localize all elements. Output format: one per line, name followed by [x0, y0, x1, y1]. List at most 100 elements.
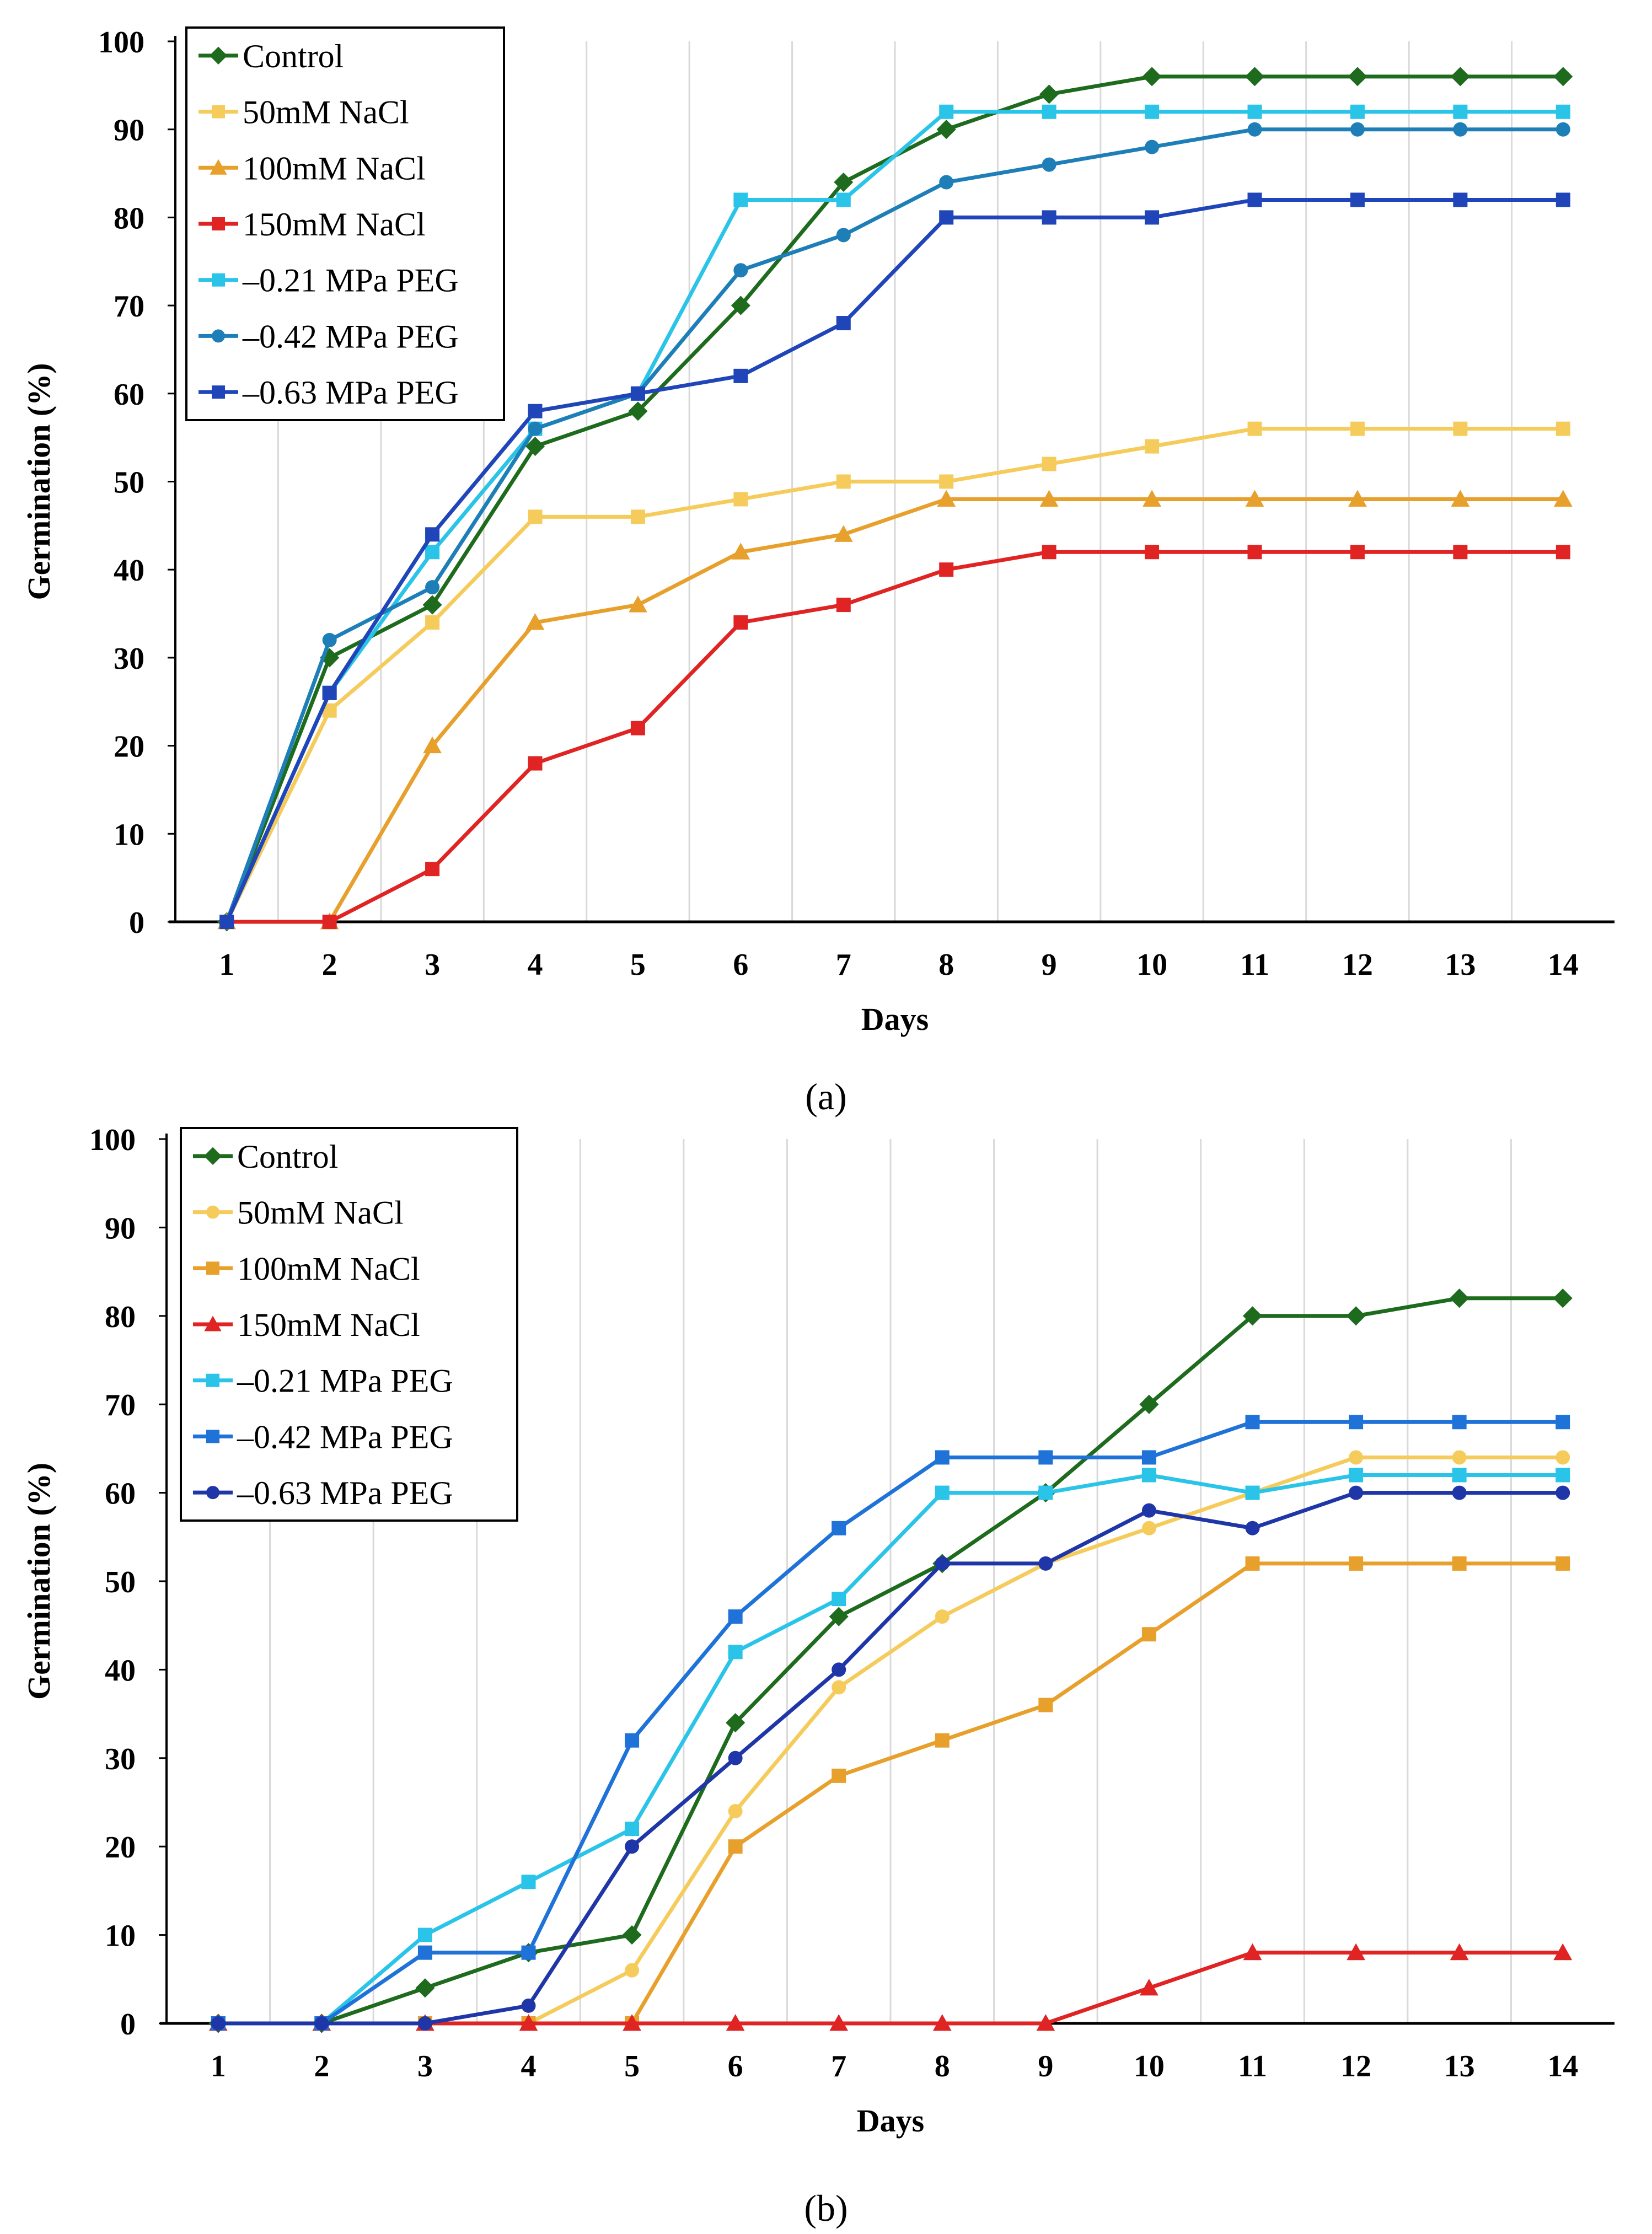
data-point — [1145, 139, 1160, 154]
x-axis-label: Days — [861, 1001, 929, 1037]
legend-swatch-marker — [212, 329, 225, 343]
legend-swatch-marker — [206, 1205, 219, 1219]
data-point — [1556, 192, 1570, 207]
data-point — [836, 598, 851, 613]
y-tick-label: 40 — [105, 1653, 136, 1688]
data-point — [1245, 1556, 1260, 1571]
data-point — [1350, 104, 1365, 119]
data-point — [935, 1609, 950, 1624]
data-point — [417, 1927, 432, 1942]
data-point — [521, 1998, 536, 2013]
x-tick-label: 4 — [521, 2049, 537, 2083]
y-tick-label: 90 — [114, 114, 144, 148]
data-point — [935, 1733, 950, 1748]
data-point — [1452, 1450, 1467, 1465]
data-point — [733, 368, 748, 383]
data-point — [1038, 1556, 1053, 1571]
data-point — [832, 1768, 846, 1783]
data-point — [623, 2014, 641, 2031]
x-axis-label: Days — [857, 2103, 924, 2139]
x-tick-label: 9 — [1042, 948, 1057, 982]
x-tick-label: 5 — [630, 948, 646, 982]
y-tick-label: 10 — [114, 818, 144, 852]
data-point — [625, 1822, 640, 1836]
data-point — [836, 474, 851, 489]
data-point — [1247, 122, 1262, 137]
data-point — [733, 492, 748, 507]
series-line — [225, 197, 1563, 923]
data-point — [1042, 457, 1056, 471]
data-point — [1247, 421, 1262, 436]
data-point — [939, 104, 954, 119]
data-point — [939, 175, 954, 190]
series-line — [218, 1420, 1563, 2026]
x-tick-label: 7 — [831, 2049, 846, 2083]
data-point — [1347, 1943, 1365, 1961]
legend-entry: 50mM NaCl — [237, 1195, 404, 1231]
data-point — [1145, 439, 1160, 454]
data-point — [836, 228, 851, 243]
data-point — [625, 1839, 640, 1854]
y-tick-label: 20 — [114, 730, 144, 764]
data-point — [1453, 192, 1468, 207]
data-point — [528, 509, 543, 524]
x-tick-label: 12 — [1340, 2049, 1371, 2083]
data-point — [423, 736, 442, 754]
data-point — [417, 1945, 432, 1960]
data-point — [1556, 122, 1570, 137]
data-point — [726, 1713, 745, 1733]
data-point — [1556, 1450, 1570, 1465]
x-tick-label: 6 — [728, 2049, 743, 2083]
data-point — [629, 595, 647, 613]
x-tick-label: 13 — [1444, 2049, 1475, 2083]
data-point — [219, 915, 234, 929]
data-point — [1453, 122, 1468, 137]
data-point — [1350, 192, 1365, 207]
x-tick-label: 1 — [211, 2049, 226, 2083]
data-point — [1452, 1485, 1467, 1500]
data-point — [1453, 421, 1468, 436]
data-point — [836, 192, 851, 207]
y-tick-label: 70 — [105, 1388, 136, 1422]
y-tick-label: 0 — [120, 2007, 136, 2042]
y-tick-label: 10 — [105, 1919, 136, 1953]
data-point — [425, 862, 440, 877]
y-tick-label: 40 — [114, 554, 144, 588]
x-tick-label: 9 — [1038, 2049, 1053, 2083]
data-point — [1145, 104, 1160, 119]
data-point — [1245, 1521, 1260, 1535]
legend-entry: –0.21 MPa PEG — [237, 1363, 453, 1399]
data-point — [832, 1662, 846, 1677]
y-tick-label: 30 — [114, 642, 144, 676]
y-tick-label: 70 — [114, 289, 144, 324]
data-point — [1142, 67, 1162, 87]
series-line — [225, 427, 1563, 923]
legend-entry: 100mM NaCl — [237, 1250, 420, 1287]
data-point — [1450, 67, 1470, 87]
x-tick-label: 5 — [624, 2049, 640, 2083]
data-point — [415, 1978, 435, 1998]
series-0-63-mpa-peg — [219, 192, 1570, 929]
legend-swatch-marker — [206, 1373, 219, 1387]
data-point — [525, 437, 545, 457]
legend-box — [180, 1127, 518, 1522]
x-tick-label: 4 — [528, 948, 543, 982]
y-tick-label: 60 — [114, 378, 144, 412]
data-point — [425, 615, 440, 630]
data-point — [1141, 1468, 1156, 1483]
data-point — [1245, 490, 1264, 507]
data-point — [939, 562, 954, 577]
data-point — [1556, 1556, 1570, 1571]
data-point — [1349, 1468, 1364, 1483]
data-point — [425, 527, 440, 542]
x-tick-label: 1 — [219, 948, 234, 982]
legend-swatch-marker — [212, 385, 225, 399]
y-tick-label: 50 — [114, 466, 144, 500]
data-point — [935, 1450, 950, 1465]
data-point — [630, 509, 645, 524]
data-point — [425, 580, 440, 595]
data-point — [1452, 1556, 1467, 1571]
x-tick-label: 6 — [733, 948, 748, 982]
